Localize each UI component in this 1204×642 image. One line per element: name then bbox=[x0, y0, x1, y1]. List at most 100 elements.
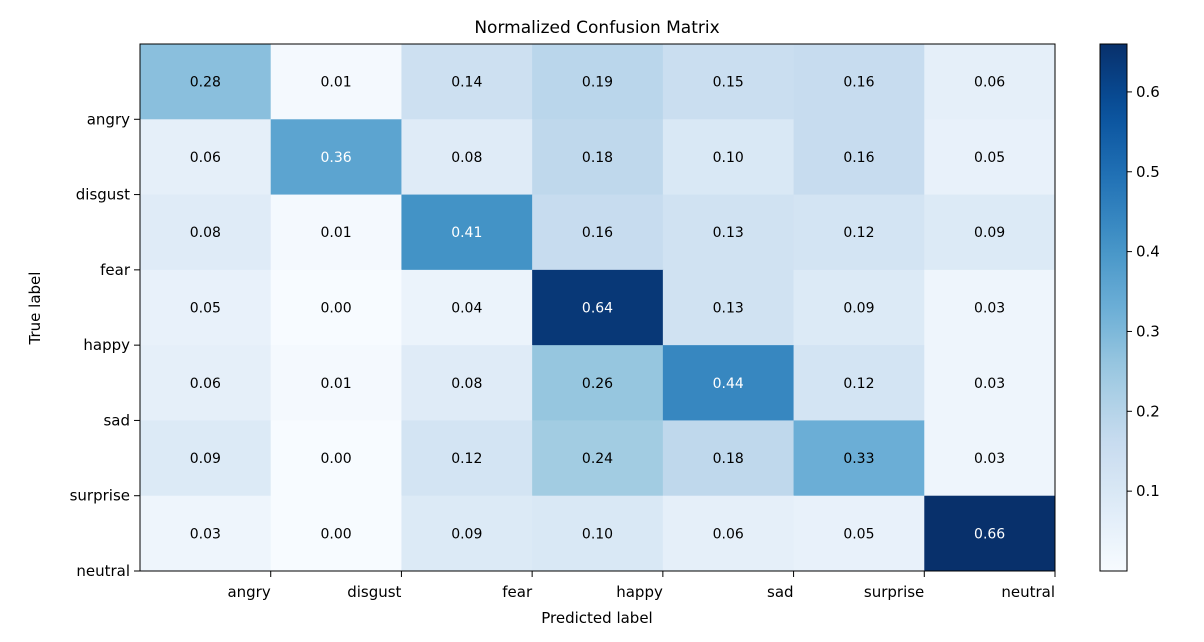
cell-value-label: 0.41 bbox=[451, 225, 482, 241]
cell-value-label: 0.44 bbox=[713, 376, 744, 392]
cell-value-label: 0.00 bbox=[320, 301, 351, 317]
y-axis-ticks: angry disgust fear happy sad surprise neutral bbox=[70, 110, 140, 580]
cell-value-label: 0.08 bbox=[451, 150, 482, 166]
heatmap-cell bbox=[140, 420, 272, 497]
cell-value-label: 0.03 bbox=[974, 301, 1005, 317]
cell-value-label: 0.33 bbox=[843, 451, 874, 467]
colorbar-tick-label: 0.1 bbox=[1136, 482, 1160, 500]
x-tick-label: angry bbox=[227, 583, 270, 601]
heatmap-cell bbox=[270, 44, 402, 120]
colorbar-ticks: 0.1 0.2 0.3 0.4 0.5 0.6 bbox=[1127, 83, 1160, 500]
cell-value-label: 0.14 bbox=[451, 75, 482, 91]
cell-value-label: 0.03 bbox=[974, 451, 1005, 467]
cell-value-label: 0.00 bbox=[320, 526, 351, 542]
heatmap-cell bbox=[532, 194, 664, 271]
y-tick-label: sad bbox=[103, 411, 130, 429]
cell-value-label: 0.05 bbox=[843, 526, 874, 542]
heatmap-cell bbox=[924, 269, 1056, 346]
x-tick-label: neutral bbox=[1001, 583, 1055, 601]
heatmap-cell bbox=[793, 194, 925, 271]
y-tick-label: happy bbox=[83, 336, 130, 354]
heatmap-cell bbox=[532, 119, 664, 196]
plot-frame bbox=[139, 43, 1056, 572]
cell-value-label: 0.06 bbox=[713, 526, 744, 542]
heatmap-cells bbox=[140, 44, 1056, 572]
cell-value-label: 0.66 bbox=[974, 526, 1005, 542]
heatmap-cell bbox=[662, 495, 795, 572]
cell-value-label: 0.09 bbox=[190, 451, 221, 467]
cell-value-label: 0.12 bbox=[451, 451, 482, 467]
cell-value-label: 0.36 bbox=[320, 150, 351, 166]
heatmap-cell bbox=[401, 269, 533, 346]
cell-value-label: 0.00 bbox=[320, 451, 351, 467]
cell-value-label: 0.05 bbox=[190, 301, 221, 317]
heatmap-cell bbox=[662, 119, 795, 196]
cell-value-label: 0.09 bbox=[451, 526, 482, 542]
x-tick-label: disgust bbox=[347, 583, 401, 601]
y-tick-label: neutral bbox=[76, 562, 130, 580]
cell-value-label: 0.01 bbox=[320, 75, 351, 91]
heatmap-cell bbox=[270, 420, 402, 497]
heatmap-cell bbox=[532, 44, 664, 120]
heatmap-cell bbox=[924, 420, 1056, 497]
chart-title: Normalized Confusion Matrix bbox=[474, 18, 719, 38]
cell-value-label: 0.06 bbox=[190, 150, 221, 166]
colorbar-tick-label: 0.5 bbox=[1136, 163, 1160, 181]
heatmap-cell bbox=[793, 44, 925, 120]
x-tick-label: sad bbox=[767, 583, 794, 601]
cell-value-label: 0.09 bbox=[843, 301, 874, 317]
heatmap-cell bbox=[401, 194, 533, 271]
cell-value-label: 0.26 bbox=[582, 376, 613, 392]
cell-value-label: 0.03 bbox=[974, 376, 1005, 392]
heatmap-cell bbox=[924, 345, 1056, 421]
cell-value-label: 0.01 bbox=[320, 225, 351, 241]
cell-value-label: 0.24 bbox=[582, 451, 613, 467]
x-axis-label: Predicted label bbox=[541, 609, 652, 627]
cell-value-label: 0.13 bbox=[713, 301, 744, 317]
cell-value-label: 0.16 bbox=[843, 150, 874, 166]
cell-value-label: 0.04 bbox=[451, 301, 482, 317]
x-tick-label: surprise bbox=[864, 583, 924, 601]
heatmap-cell bbox=[924, 194, 1056, 271]
heatmap-cell bbox=[140, 495, 272, 572]
cell-value-label: 0.12 bbox=[843, 376, 874, 392]
cell-value-label: 0.06 bbox=[190, 376, 221, 392]
heatmap-cell bbox=[662, 44, 795, 120]
heatmap-cell bbox=[140, 119, 272, 196]
x-tick-label: fear bbox=[502, 583, 533, 601]
heatmap-cell bbox=[532, 495, 664, 572]
heatmap-cell bbox=[662, 269, 795, 346]
heatmap-cell bbox=[662, 194, 795, 271]
heatmap-cell bbox=[140, 194, 272, 271]
heatmap-cell-labels: 0.28 0.01 0.14 0.19 0.15 0.16 0.06 0.06 0.36 0.08… bbox=[190, 75, 1006, 543]
cell-value-label: 0.05 bbox=[974, 150, 1005, 166]
colorbar bbox=[1099, 43, 1128, 572]
cell-value-label: 0.10 bbox=[582, 526, 613, 542]
y-axis-label: True label bbox=[26, 272, 44, 346]
heatmap-cell bbox=[401, 495, 533, 572]
cell-value-label: 0.08 bbox=[451, 376, 482, 392]
cell-value-label: 0.18 bbox=[713, 451, 744, 467]
y-tick-label: disgust bbox=[76, 186, 130, 204]
cell-value-label: 0.01 bbox=[320, 376, 351, 392]
heatmap-cell bbox=[793, 495, 925, 572]
y-tick-label: fear bbox=[100, 261, 131, 279]
cell-value-label: 0.28 bbox=[190, 75, 221, 91]
heatmap-cell bbox=[532, 345, 664, 421]
cell-value-label: 0.16 bbox=[582, 225, 613, 241]
y-tick-label: angry bbox=[87, 110, 130, 128]
cell-value-label: 0.06 bbox=[974, 75, 1005, 91]
heatmap-cell bbox=[793, 420, 925, 497]
heatmap-cell bbox=[270, 269, 402, 346]
heatmap-cell bbox=[793, 269, 925, 346]
cell-value-label: 0.18 bbox=[582, 150, 613, 166]
heatmap-cell bbox=[140, 345, 272, 421]
heatmap-cell bbox=[924, 44, 1056, 120]
cell-value-label: 0.19 bbox=[582, 75, 613, 91]
heatmap-cell bbox=[532, 420, 664, 497]
colorbar-tick-label: 0.3 bbox=[1136, 322, 1160, 340]
heatmap-cell bbox=[401, 420, 533, 497]
heatmap-cell bbox=[270, 194, 402, 271]
x-axis-ticks: angry disgust fear happy sad surprise neutral bbox=[227, 571, 1056, 601]
